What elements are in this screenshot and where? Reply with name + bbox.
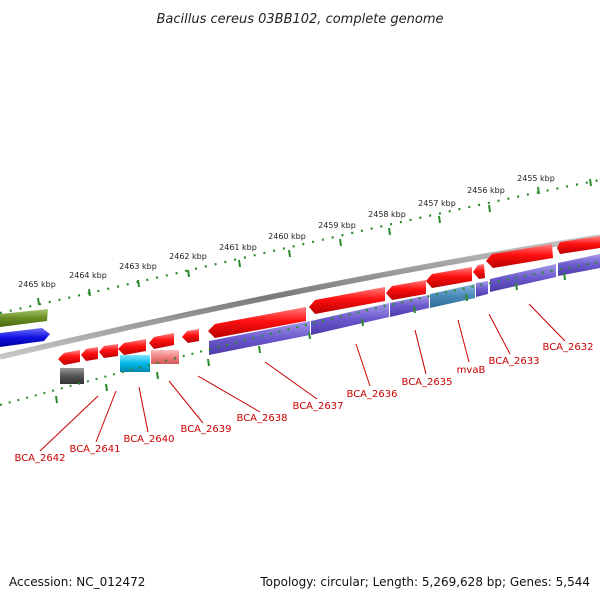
inner-tick	[156, 371, 159, 380]
gene-label-bca-2639[interactable]: BCA_2639	[181, 424, 232, 435]
scale-tick	[339, 238, 342, 247]
scale-label: 2457 kbp	[418, 199, 456, 208]
gene-labels: BCA_2632 BCA_2633 mvaB BCA_2635 BCA_2636…	[15, 342, 594, 464]
gene-label-bca-2637[interactable]: BCA_2637	[293, 401, 344, 412]
scale-labels: 2455 kbp 2456 kbp 2457 kbp 2458 kbp 2459…	[18, 174, 555, 289]
map-title: Bacillus cereus 03BB102, complete genome	[156, 12, 443, 27]
cds-bca-2637[interactable]	[209, 321, 310, 355]
gene-mvab-arrow[interactable]	[426, 267, 472, 288]
olive-feature	[0, 309, 48, 327]
gene-label-bca-2635[interactable]: BCA_2635	[402, 377, 453, 388]
inner-tick	[563, 272, 566, 281]
gene-bca-2638-arrow[interactable]	[182, 329, 199, 343]
inner-tick	[55, 395, 58, 404]
leader-line	[264, 361, 318, 400]
inner-tick	[361, 318, 364, 327]
inner-tick	[105, 383, 108, 392]
gene-bca-2637-arrow[interactable]	[208, 307, 306, 338]
leader-line	[95, 390, 117, 443]
gene-label-bca-2641[interactable]: BCA_2641	[70, 444, 121, 455]
leader-line	[528, 303, 566, 342]
blue-feature	[0, 328, 50, 347]
scale-label: 2456 kbp	[467, 186, 505, 195]
scale-tick	[37, 297, 40, 306]
inner-tick	[413, 305, 416, 314]
scale-label: 2461 kbp	[219, 243, 257, 252]
scale-label: 2459 kbp	[318, 221, 356, 230]
gene-label-bca-2632[interactable]: BCA_2632	[543, 342, 594, 353]
scale-tick	[388, 227, 391, 236]
leader-line	[39, 395, 99, 452]
gene-bca-2635-arrow[interactable]	[386, 280, 426, 300]
gene-small-arrow[interactable]	[473, 264, 485, 279]
leader-line	[457, 319, 470, 363]
inner-ring	[0, 261, 600, 406]
genome-summary-text: Topology: circular; Length: 5,269,628 bp…	[259, 575, 590, 589]
inner-tick	[308, 331, 311, 340]
scale-tick	[488, 204, 491, 213]
gene-bca-2636-arrow[interactable]	[309, 287, 385, 314]
scale-label: 2463 kbp	[119, 262, 157, 271]
leader-lines	[39, 303, 566, 452]
inner-tick	[207, 358, 210, 367]
cds-bca-2633[interactable]	[490, 264, 556, 292]
gene-bca-2640-arrow[interactable]	[118, 339, 146, 355]
scale-label: 2458 kbp	[368, 210, 406, 219]
cds-bca-2636[interactable]	[311, 303, 389, 335]
inner-ring-dots	[0, 261, 600, 406]
leader-line	[197, 375, 261, 413]
cds-bca-2639-pink[interactable]	[151, 350, 179, 364]
leader-line	[168, 380, 204, 424]
cds-mvab[interactable]	[430, 284, 475, 308]
cds-bca-2635[interactable]	[390, 295, 429, 317]
gene-label-bca-2633[interactable]: BCA_2633	[489, 356, 540, 367]
scale-tick	[589, 178, 592, 187]
scale-tick	[137, 279, 140, 288]
gene-label-bca-2636[interactable]: BCA_2636	[347, 389, 398, 400]
leader-line	[355, 343, 371, 387]
cds-bca-2640-cyan[interactable]	[120, 355, 150, 372]
cds-track	[60, 254, 600, 384]
scale-tick	[238, 259, 241, 268]
gene-bca-2642-arrow[interactable]	[58, 350, 80, 365]
scale-tick	[288, 249, 291, 258]
inner-tick	[515, 282, 518, 291]
scale-label: 2465 kbp	[18, 280, 56, 289]
accession-text: Accession: NC_012472	[9, 575, 145, 589]
scale-tick	[187, 269, 190, 278]
inner-tick	[465, 293, 468, 302]
gene-label-bca-2638[interactable]: BCA_2638	[237, 413, 288, 424]
scale-label: 2455 kbp	[517, 174, 555, 183]
gene-label-bca-2640[interactable]: BCA_2640	[124, 434, 175, 445]
gene-bca-2633-arrow[interactable]	[486, 244, 553, 268]
gene-bca-2641a-arrow[interactable]	[99, 344, 118, 358]
scale-ring	[0, 178, 600, 315]
leader-line	[138, 386, 149, 433]
gene-bca-2632-arrow[interactable]	[557, 236, 600, 254]
gene-bca-2639-arrow[interactable]	[149, 333, 174, 349]
gene-label-bca-2642[interactable]: BCA_2642	[15, 453, 66, 464]
scale-tick	[438, 215, 441, 224]
leader-line	[414, 329, 427, 375]
inner-tick	[258, 345, 261, 354]
scale-label: 2462 kbp	[169, 252, 207, 261]
forward-gene-track	[58, 236, 600, 365]
outer-feature-track	[0, 309, 50, 347]
scale-tick	[537, 186, 540, 195]
leader-line	[488, 313, 511, 355]
scale-label: 2460 kbp	[268, 232, 306, 241]
scale-tick	[88, 288, 91, 297]
cds-small[interactable]	[476, 281, 488, 297]
gene-bca-2641-arrow[interactable]	[81, 347, 98, 361]
cds-bca-2642-gray[interactable]	[60, 368, 84, 384]
scale-label: 2464 kbp	[69, 271, 107, 280]
gene-label-mvab[interactable]: mvaB	[457, 365, 486, 376]
